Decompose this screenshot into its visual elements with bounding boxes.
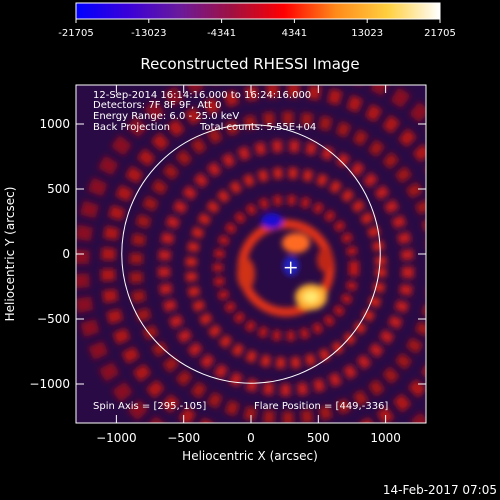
- source-blob: [317, 248, 333, 272]
- render-timestamp: 14-Feb-2017 07:05: [383, 483, 497, 497]
- x-tick-label: 1000: [370, 431, 401, 445]
- spin-axis-text: Spin Axis = [295,-105]: [93, 401, 206, 412]
- ring-band: [158, 140, 414, 396]
- colorbar-strip: [75, 2, 441, 20]
- x-tick-label: −1000: [96, 431, 137, 445]
- y-tick-label: −1000: [29, 377, 70, 391]
- solar-limb-circle: [121, 124, 381, 384]
- colorbar-tick-label: 4341: [282, 28, 307, 39]
- colorbar-tick-label: -13023: [131, 28, 166, 39]
- source-blob: [237, 258, 255, 290]
- method-text: Back Projection: [93, 122, 170, 133]
- y-tick-label: 1000: [39, 117, 70, 131]
- time-range-text: 12-Sep-2014 16:14:16.000 to 16:24:16.000: [93, 90, 311, 101]
- x-tick-label: 0: [247, 431, 255, 445]
- x-tick-label: 500: [307, 431, 330, 445]
- y-tick-label: 500: [47, 182, 70, 196]
- ring-band: [185, 167, 387, 369]
- y-axis-ticks: −1000 −500 0 500 1000: [29, 117, 426, 391]
- flare-position-text: Flare Position = [449,-336]: [254, 401, 388, 412]
- annotations: 12-Sep-2014 16:14:16.000 to 16:24:16.000…: [93, 90, 388, 412]
- flare-core: [303, 291, 319, 303]
- x-axis-label: Heliocentric X (arcsec): [182, 449, 318, 463]
- image-background: [76, 85, 426, 423]
- colorbar-tick-label: 21705: [424, 28, 456, 39]
- y-tick-label: −500: [37, 312, 70, 326]
- colorbar-tick-label: -4341: [207, 28, 236, 39]
- y-axis-label: Heliocentric Y (arcsec): [3, 187, 17, 322]
- colorbar-ticks: -21705 -13023 -4341 4341 13023 21705: [58, 19, 456, 39]
- reconstructed-image: [76, 85, 426, 423]
- ring-band: [213, 195, 359, 341]
- total-counts-text: Total counts: 5.55E+04: [199, 122, 316, 133]
- detectors-text: Detectors: 7F 8F 9F, Att 0: [93, 100, 221, 111]
- x-axis-ticks: −1000 −500 0 500 1000: [96, 85, 401, 445]
- colorbar-tick-label: 13023: [351, 28, 383, 39]
- energy-range-text: Energy Range: 6.0 - 25.0 keV: [93, 111, 239, 122]
- spin-axis-marker: [284, 261, 297, 274]
- colorbar: -21705 -13023 -4341 4341 13023 21705: [58, 2, 456, 39]
- plot-title: Reconstructed RHESSI Image: [140, 55, 359, 73]
- plot-area: −1000 −500 0 500 1000 −1000 −500 0 500 1000 12-S…: [29, 84, 427, 445]
- negative-lobe: [261, 213, 283, 229]
- source-blob: [282, 233, 310, 253]
- x-tick-label: −500: [167, 431, 200, 445]
- colorbar-tick-label: -21705: [58, 28, 93, 39]
- y-tick-label: 0: [62, 247, 70, 261]
- ring-band: [129, 111, 426, 423]
